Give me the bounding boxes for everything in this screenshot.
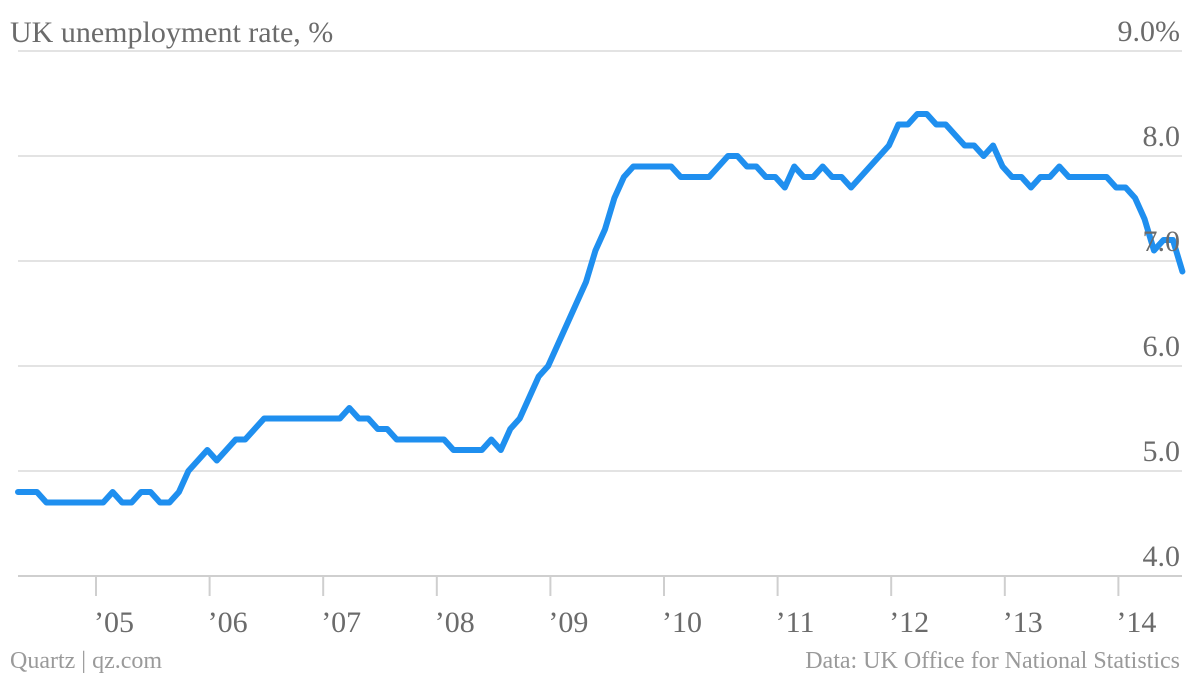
y-tick-label: 8.0 [1143,120,1181,153]
x-tick-label: ’13 [1003,606,1043,639]
series-layer [15,111,1186,506]
x-tick-label: ’09 [548,606,588,639]
gridlines [18,50,1182,577]
x-axis [95,576,1120,596]
y-axis-labels: 4.0 5.0 6.0 7.0 8.0 9.0% [1118,15,1181,573]
x-tick-label: ’12 [889,606,929,639]
y-tick-label: 7.0 [1143,225,1181,258]
y-tick-label: 9.0% [1118,15,1181,48]
y-tick-label: 6.0 [1143,330,1181,363]
x-tick-label: ’10 [662,606,702,639]
x-axis-labels: ’05 ’06 ’07 ’08 ’09 ’10 ’11 ’12 ’13 ’14 [94,606,1156,639]
x-tick-label: ’07 [321,606,361,639]
x-tick-label: ’08 [435,606,475,639]
x-tick-label: ’11 [776,606,815,639]
chart-title: UK unemployment rate, % [10,16,333,49]
x-tick-label: ’14 [1116,606,1156,639]
data-source: Data: UK Office for National Statistics [805,648,1180,674]
x-tick-label: ’05 [94,606,134,639]
x-tick-label: ’06 [208,606,248,639]
source-credit: Quartz | qz.com [10,648,162,674]
unemployment-rate-line [15,111,1186,506]
y-tick-label: 4.0 [1143,540,1181,573]
y-tick-label: 5.0 [1143,435,1181,468]
